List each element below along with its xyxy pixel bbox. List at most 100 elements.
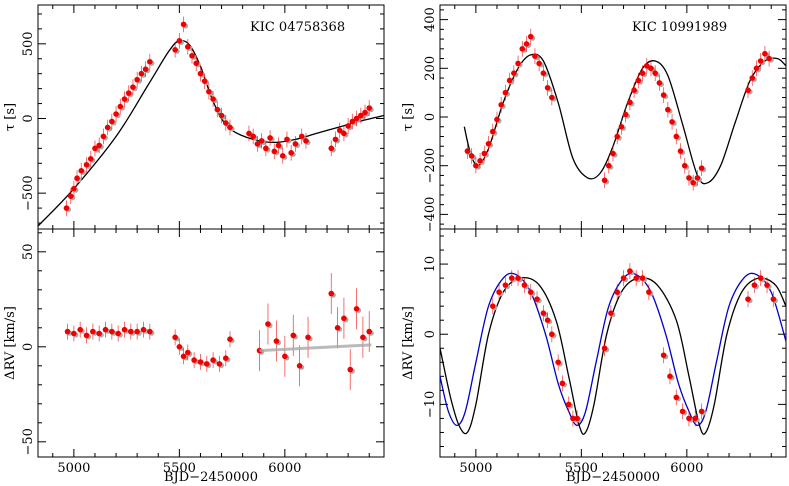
- data-point: [622, 111, 629, 118]
- y-tick-label: 200: [423, 56, 438, 81]
- data-point: [485, 140, 492, 147]
- data-point: [353, 306, 360, 312]
- data-point: [527, 33, 534, 40]
- data-point: [197, 359, 204, 365]
- y-tick-label: 0: [21, 343, 36, 351]
- data-point: [618, 123, 625, 130]
- data-point: [296, 363, 303, 369]
- fit-curve-black: [440, 277, 786, 435]
- data-point: [275, 142, 282, 149]
- data-point: [496, 289, 502, 295]
- data-point: [102, 326, 109, 333]
- data-point: [686, 175, 692, 181]
- data-point: [284, 136, 290, 143]
- data-point: [749, 75, 756, 81]
- data-point: [77, 326, 83, 333]
- data-point: [328, 290, 335, 297]
- plot-area: [38, 16, 384, 227]
- data-point: [627, 99, 633, 106]
- data-point: [288, 150, 294, 156]
- data-point: [222, 120, 229, 126]
- data-point: [71, 185, 77, 192]
- data-point: [109, 328, 115, 335]
- data-point: [639, 70, 646, 76]
- data-point: [559, 380, 566, 387]
- data-point: [366, 328, 373, 335]
- x-tick-label: 6000: [268, 461, 301, 476]
- data-point: [184, 44, 191, 50]
- data-point: [652, 70, 658, 76]
- data-point: [121, 326, 128, 333]
- fit-curve: [38, 39, 384, 227]
- data-point: [555, 359, 561, 366]
- data-point: [515, 60, 521, 67]
- x-tick-label: 5500: [565, 461, 598, 476]
- panel-frame: [37, 228, 385, 458]
- data-point: [698, 165, 705, 171]
- data-point: [172, 334, 178, 341]
- data-point: [347, 366, 354, 373]
- data-point: [643, 63, 650, 69]
- data-point: [770, 296, 777, 302]
- data-point: [532, 53, 538, 59]
- data-point: [345, 123, 351, 129]
- data-point: [489, 303, 496, 309]
- data-point: [193, 60, 200, 67]
- y-tick-label: 10: [423, 256, 438, 273]
- data-point: [692, 415, 699, 422]
- x-tick-label: 6000: [670, 461, 703, 476]
- data-point: [366, 105, 373, 111]
- data-point: [115, 330, 121, 337]
- data-point: [633, 275, 640, 281]
- data-point: [206, 88, 212, 95]
- data-point: [273, 338, 280, 344]
- data-point: [527, 289, 534, 295]
- y-tick-label: 500: [21, 31, 36, 56]
- data-point: [660, 92, 667, 98]
- panel-frame: [439, 228, 787, 458]
- data-point: [673, 133, 680, 140]
- data-point: [679, 408, 686, 415]
- data-point: [757, 58, 764, 64]
- data-point: [134, 76, 140, 83]
- x-axis-title: BJD−2450000: [566, 470, 660, 485]
- data-point: [203, 361, 210, 367]
- data-point: [71, 330, 77, 337]
- data-point: [665, 106, 671, 113]
- ticks: −400 −200 0 200 400: [423, 5, 786, 232]
- data-point: [125, 90, 132, 96]
- data-point: [601, 177, 608, 184]
- data-point: [745, 87, 751, 94]
- y-tick-label: 50: [21, 244, 36, 261]
- data-point: [341, 130, 347, 137]
- data-point: [250, 133, 256, 140]
- data-point: [536, 60, 542, 67]
- y-tick-label: −10: [423, 391, 438, 418]
- data-point: [481, 150, 488, 157]
- data-point: [540, 70, 547, 76]
- data-point: [305, 334, 311, 341]
- data-point: [549, 331, 555, 338]
- data-point: [473, 162, 479, 169]
- y-axis-title: ΔRV [km/s]: [401, 306, 416, 380]
- data-point: [246, 130, 252, 137]
- data-point: [574, 415, 580, 422]
- data-point: [109, 118, 115, 125]
- data-point: [265, 321, 271, 327]
- data-point: [489, 128, 496, 135]
- data-point: [138, 70, 145, 77]
- data-point: [134, 328, 140, 335]
- data-point: [298, 133, 305, 140]
- x-tick-label: 5500: [163, 461, 196, 476]
- data-point: [502, 89, 509, 96]
- data-point: [83, 332, 90, 339]
- data-point: [227, 124, 233, 131]
- data-point: [332, 136, 339, 143]
- data-point: [176, 38, 183, 44]
- data-point: [96, 330, 102, 337]
- data-point: [762, 50, 768, 57]
- data-point: [681, 162, 688, 169]
- data-point: [341, 315, 347, 322]
- y-tick-label: −200: [423, 148, 438, 184]
- data-point: [227, 336, 233, 343]
